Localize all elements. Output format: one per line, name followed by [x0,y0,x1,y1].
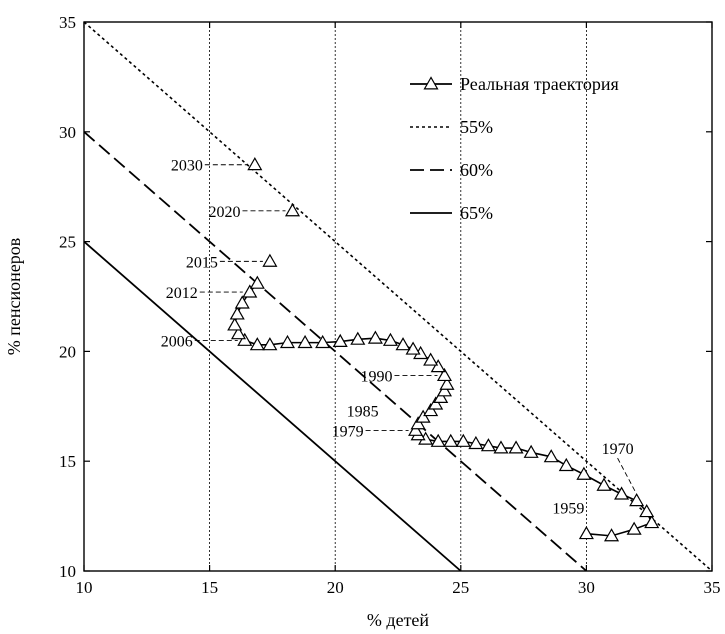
legend-label: 65% [460,203,493,223]
trajectory-point [603,528,620,542]
trajectory-point [480,438,496,452]
trajectory-point [227,317,243,331]
y-tick-label: 35 [59,13,76,32]
year-annotations: 2030 2020 2015 2012 2006 1990 1985 1979 1970 1959 [161,158,636,518]
projection-point [247,157,263,171]
trajectory-point [596,477,612,491]
trajectory-point [543,449,559,463]
trajectory-point [455,433,471,447]
trajectory-series [227,157,660,542]
trajectory-point [626,521,642,535]
trajectory-point [436,367,453,382]
trajectory-point [576,466,592,480]
reference-line-65pct [83,240,462,572]
trajectory-point [350,331,366,345]
trajectory-point [578,525,594,540]
trajectory-point [408,422,424,436]
projection-point [262,253,278,267]
trajectory-point [249,337,265,351]
x-tick-label: 30 [578,578,595,597]
year-label-2006: 2006 [161,333,193,350]
trajectory-point [395,337,411,351]
trajectory-point [405,341,421,355]
year-label-2015: 2015 [186,254,218,271]
trajectory-point [367,330,383,344]
year-label-2020: 2020 [208,204,240,221]
x-tick-label: 20 [327,578,344,597]
year-label-1970: 1970 [602,441,634,458]
legend-label: 60% [460,160,493,180]
x-axis-label: % детей [367,610,429,630]
year-label-2030: 2030 [171,158,203,175]
x-tick-label: 35 [704,578,721,597]
reference-lines [83,21,713,572]
y-axis-label: % пенсионеров [4,238,24,356]
trajectory-point [423,352,439,366]
legend-triangle-icon [423,76,439,90]
trajectory-point [415,409,431,423]
trajectory-point [639,503,655,518]
legend-label: Реальная траектория [460,74,619,94]
year-label-1985: 1985 [347,404,379,421]
trajectory-point [410,416,426,430]
reference-line-55pct [83,21,713,572]
trajectory-point [439,376,455,390]
trajectory-line [233,282,653,537]
trajectory-point [436,383,453,397]
trajectory-point [430,433,446,447]
trajectory-point [629,493,645,507]
trajectory-point [230,326,247,340]
trajectory-point [433,389,449,403]
trajectory-point [237,332,253,346]
trajectory-point [249,275,265,289]
year-label-1979: 1979 [332,423,364,440]
x-tick-label: 25 [452,578,469,597]
trajectory-point [234,295,250,309]
year-label-1990: 1990 [360,369,392,386]
trajectory-point [315,334,331,349]
axis-ticks: 10 15 20 25 30 35 10 15 20 25 30 35 [59,13,721,597]
projection-point [284,203,301,217]
trajectory-point [523,444,539,458]
trajectory-point [297,334,313,349]
y-tick-label: 30 [59,123,76,142]
trajectory-point [423,402,439,417]
trajectory-point [428,396,444,410]
y-tick-label: 15 [59,452,76,471]
trajectory-point [382,332,398,346]
legend: Реальная траектория 55% 60% 65% [410,74,619,223]
trajectory-point [279,334,296,349]
trajectory-point [242,284,258,298]
y-tick-label: 25 [59,233,76,252]
year-label-1959: 1959 [552,501,584,518]
year-label-2012: 2012 [166,285,198,302]
y-tick-label: 10 [59,562,76,581]
legend-label: 55% [460,117,493,137]
trajectory-point [558,457,574,472]
reference-line-60pct [83,131,587,572]
trajectory-point [508,440,524,454]
trajectory-point [644,514,660,529]
y-tick-label: 20 [59,342,76,361]
vertical-grid [209,22,587,571]
trajectory-point [430,359,446,373]
trajectory-point [229,306,245,320]
trajectory-point [262,337,278,351]
x-tick-label: 15 [201,578,218,597]
trajectory-point [614,486,630,500]
annotation-leader [617,457,636,493]
x-tick-label: 10 [76,578,93,597]
plot-area-frame [83,21,713,572]
trajectory-point [332,333,348,347]
trajectory-point [493,440,509,454]
trajectory-point [468,435,484,450]
trajectory-point [443,433,459,447]
